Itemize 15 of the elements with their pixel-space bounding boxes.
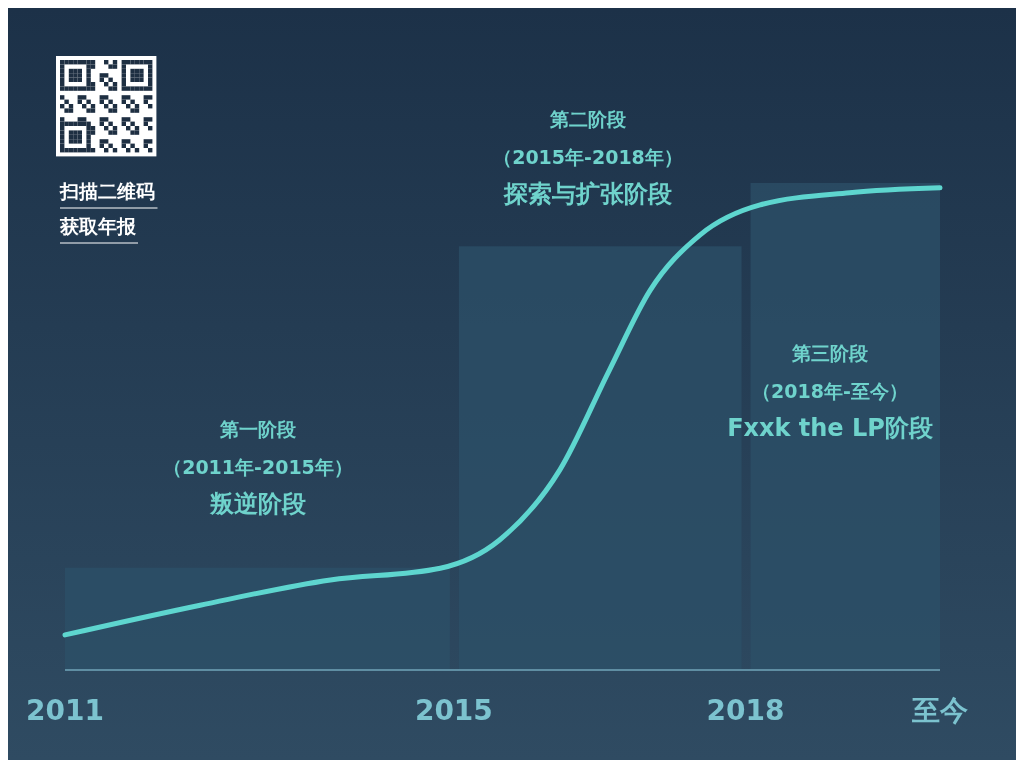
annotation: （2018年-至今）	[752, 380, 908, 402]
annotation: （2011年-2015年）	[163, 456, 353, 478]
annotation: Fxxk the LP阶段	[727, 414, 934, 442]
x-tick-label: 至今	[911, 694, 968, 727]
annotation: 获取年报	[59, 215, 137, 237]
annotation: 第一阶段	[219, 418, 297, 440]
annotation: 扫描二维码	[59, 180, 155, 202]
x-tick-label: 2018	[706, 694, 785, 727]
x-tick-label: 2015	[414, 694, 493, 727]
x-tick-label: 2011	[26, 694, 104, 727]
annotation: 叛逆阶段	[209, 490, 307, 518]
annotation: 第三阶段	[791, 342, 869, 364]
text: （2015年-2018年）	[493, 146, 683, 168]
text: 第二阶段	[549, 108, 627, 130]
annotation: 探索与扩张阶段	[503, 180, 673, 208]
